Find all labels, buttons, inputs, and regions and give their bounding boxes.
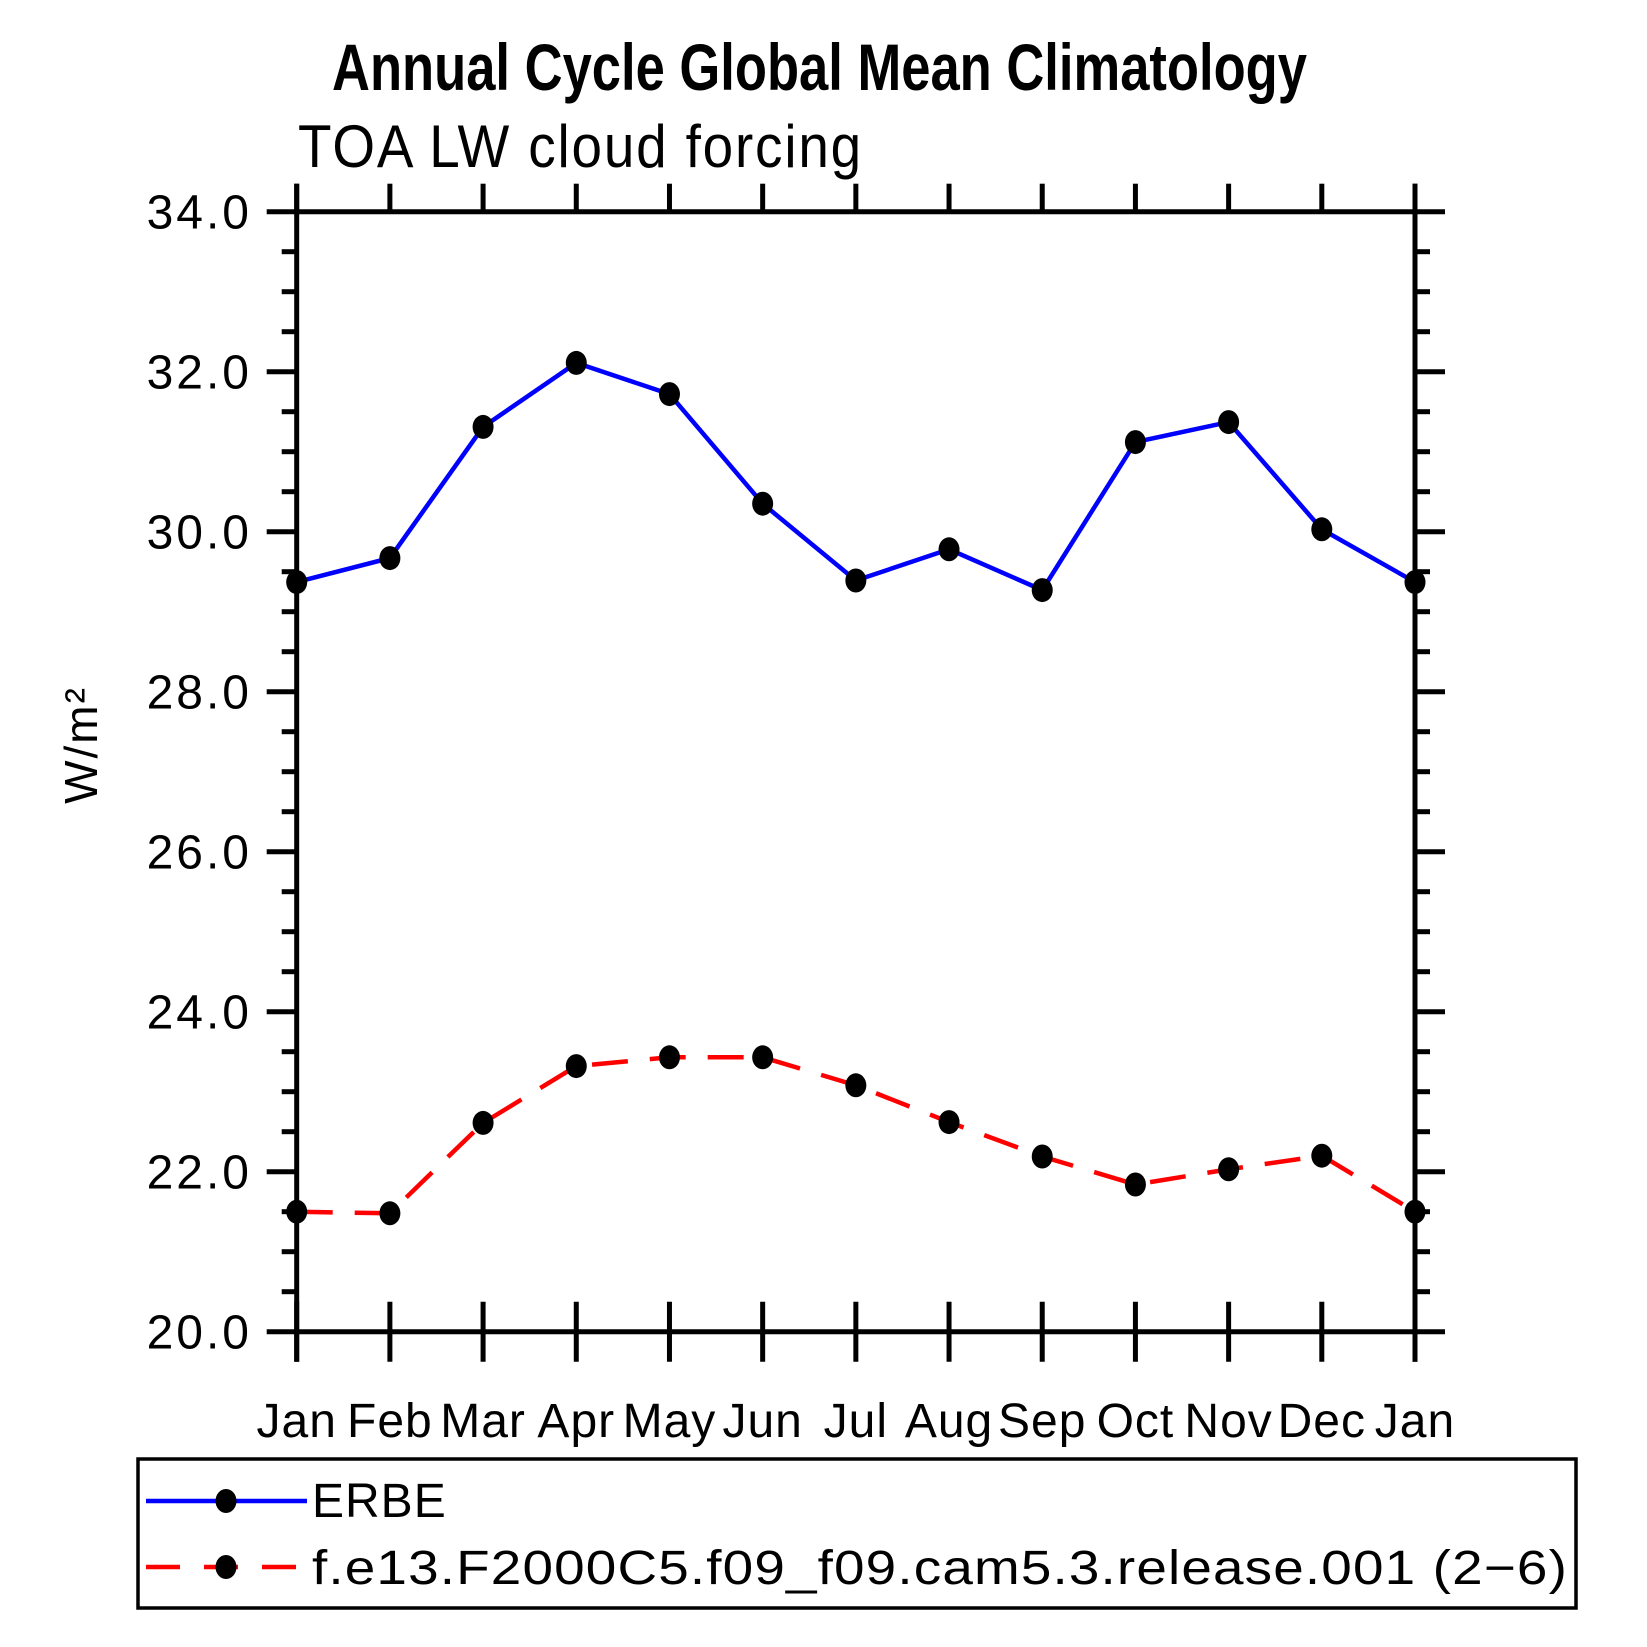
x-tick-label: May xyxy=(623,1395,717,1448)
data-point xyxy=(752,491,774,516)
data-point xyxy=(1404,1199,1426,1224)
series-line-0 xyxy=(296,360,1417,593)
x-tick-label: Dec xyxy=(1278,1395,1366,1448)
x-tick-label: Nov xyxy=(1184,1395,1272,1448)
data-point xyxy=(1031,1144,1053,1169)
y-tick-label: 24.0 xyxy=(147,987,252,1040)
chart-title: Annual Cycle Global Mean Climatology xyxy=(332,30,1307,104)
data-point xyxy=(1311,1143,1333,1168)
data-point xyxy=(286,1199,308,1224)
data-point xyxy=(472,414,494,439)
y-tick-label: 28.0 xyxy=(147,667,252,720)
x-tick-label: Sep xyxy=(998,1395,1086,1448)
data-point xyxy=(752,1045,774,1070)
data-point xyxy=(1404,570,1426,595)
data-point xyxy=(658,1045,680,1070)
x-tick-label: Feb xyxy=(347,1395,433,1448)
x-tick-label: Jun xyxy=(722,1395,802,1448)
data-point xyxy=(1218,1157,1240,1182)
x-tick-label: Mar xyxy=(440,1395,526,1448)
data-point xyxy=(1031,578,1053,603)
data-point xyxy=(379,546,401,571)
legend-label-erbe: ERBE xyxy=(312,1475,447,1528)
y-tick-label: 26.0 xyxy=(147,827,252,880)
legend-marker-model xyxy=(215,1555,237,1579)
data-point xyxy=(379,1201,401,1226)
legend: ERBE f.e13.F2000C5.f09_f09.cam5.3.releas… xyxy=(136,1457,1578,1610)
y-tick-label: 30.0 xyxy=(147,507,252,560)
x-tick-label: Oct xyxy=(1097,1395,1175,1448)
data-point xyxy=(1311,517,1333,542)
data-point xyxy=(938,1110,960,1135)
data-point xyxy=(472,1110,494,1135)
data-point xyxy=(1124,430,1146,455)
data-point xyxy=(286,570,308,595)
legend-box xyxy=(136,1457,1578,1610)
y-axis-label: W/m² xyxy=(55,686,107,804)
y-tick-label: 34.0 xyxy=(147,187,252,240)
x-tick-label: Aug xyxy=(905,1395,993,1448)
legend-label-model: f.e13.F2000C5.f09_f09.cam5.3.release.001… xyxy=(312,1542,1568,1595)
data-point xyxy=(565,350,587,375)
data-point xyxy=(845,568,867,593)
y-tick-label: 22.0 xyxy=(147,1147,252,1200)
data-point xyxy=(1218,410,1240,435)
chart-subtitle: TOA LW cloud forcing xyxy=(298,113,863,180)
y-tick-label: 32.0 xyxy=(147,347,252,400)
data-point xyxy=(658,382,680,407)
data-point xyxy=(1124,1172,1146,1197)
x-tick-label: Jan xyxy=(1375,1395,1455,1448)
data-point xyxy=(938,537,960,562)
data-point xyxy=(565,1054,587,1079)
x-tick-label: Jul xyxy=(824,1395,888,1448)
legend-marker-erbe xyxy=(215,1489,237,1513)
data-point xyxy=(845,1073,867,1098)
x-tick-label: Apr xyxy=(537,1395,615,1448)
x-tick-label: Jan xyxy=(257,1395,337,1448)
y-tick-label: 20.0 xyxy=(147,1307,252,1360)
